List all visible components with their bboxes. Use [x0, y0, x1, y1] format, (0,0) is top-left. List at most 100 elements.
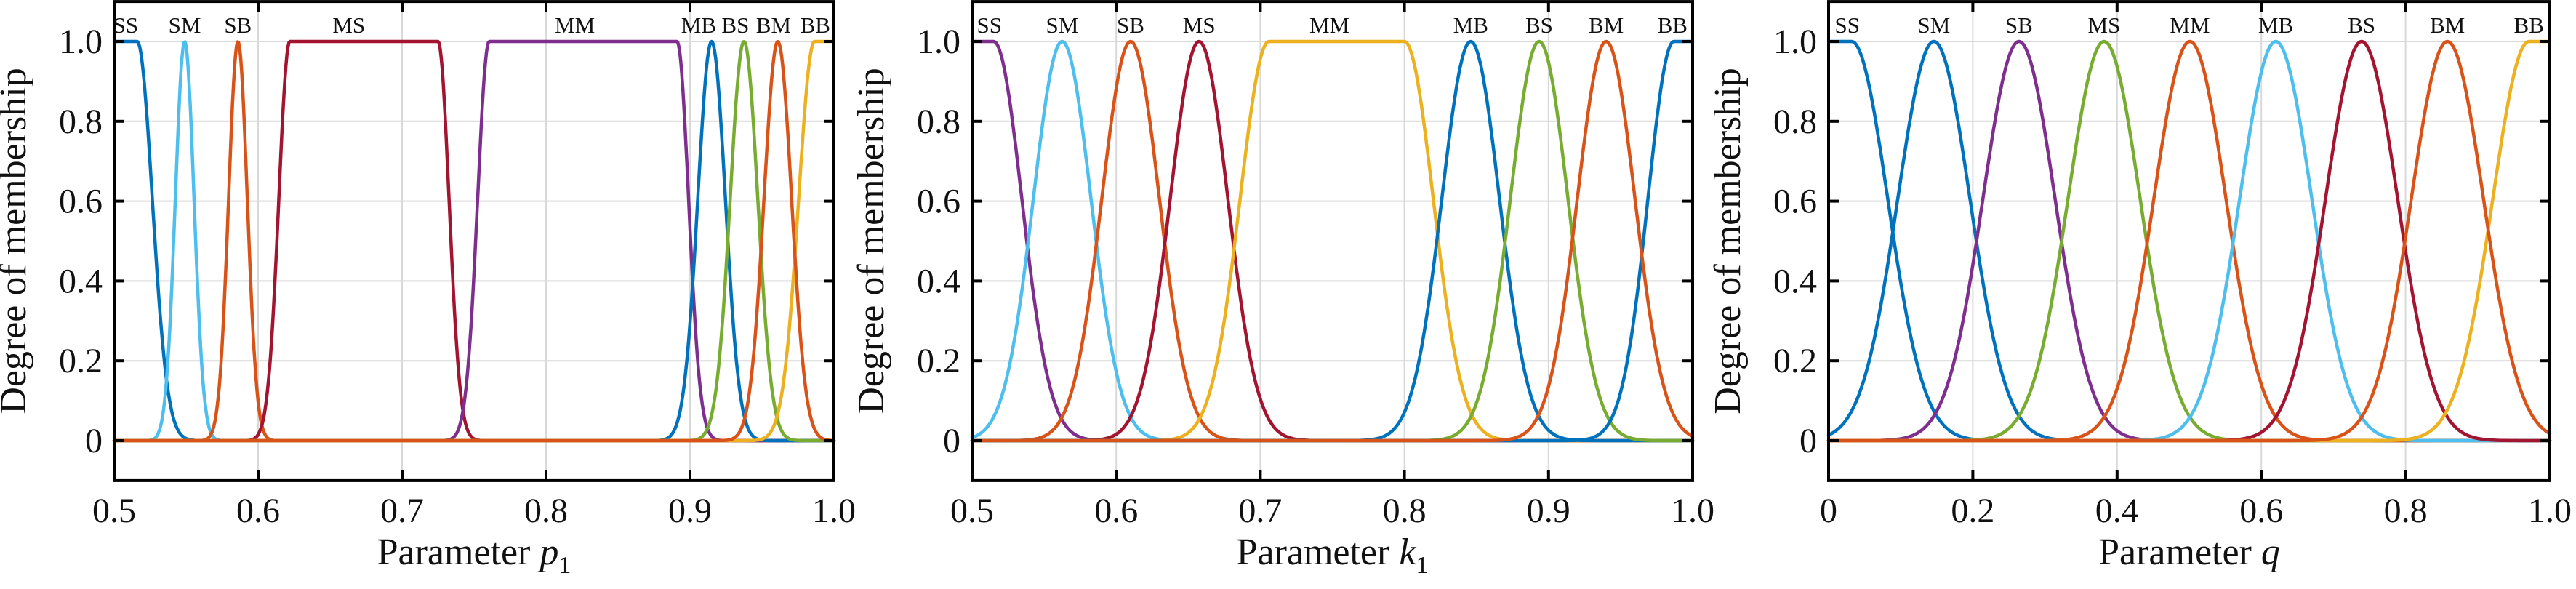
mf-label-SM: SM: [1046, 12, 1078, 38]
chart-q: 0 0.2 0.4 0.6 0.8 1.0 0 0.2 0.4 0.6 0.8 1.0 SS SM SB MS…: [1707, 0, 2572, 573]
mf-curve-BB: [1826, 39, 2552, 443]
tick-marks: [1827, 1, 2551, 481]
y-tick-label: 0.2: [59, 342, 103, 380]
x-tick-label: 0.9: [668, 492, 712, 530]
mf-label-SB: SB: [1117, 12, 1144, 38]
tick-marks: [113, 1, 835, 481]
x-axis-label-prefix: Parameter: [1237, 532, 1390, 573]
mf-curve-SM: [1826, 39, 2552, 443]
y-axis-label: Degree of membership: [0, 68, 34, 414]
mf-label-MM: MM: [1309, 12, 1349, 38]
mf-label-MM: MM: [555, 12, 595, 38]
axes-box: [113, 0, 835, 482]
x-axis-label-variable: p: [537, 532, 558, 573]
x-tick-label: 1.0: [2528, 492, 2572, 530]
mf-label-BS: BS: [1525, 12, 1553, 38]
x-tick-label: 0.8: [524, 492, 568, 530]
x-axis-label-prefix: Parameter: [377, 532, 531, 573]
axes-box: [971, 0, 1694, 482]
mf-label-MS: MS: [1183, 12, 1216, 38]
mf-label-BB: BB: [801, 12, 830, 38]
mf-curves: [1826, 39, 2552, 443]
x-tick-label: 0.2: [1951, 492, 1994, 530]
x-tick-label: 0.7: [1238, 492, 1282, 530]
mf-label-SM: SM: [169, 12, 201, 38]
y-tick-label: 0: [85, 422, 103, 460]
y-tick-label: 0.8: [59, 103, 103, 141]
mf-curve-MS: [1826, 39, 2552, 443]
axes-box: [1827, 0, 2551, 482]
chart-p1: 0.5 0.6 0.7 0.8 0.9 1.0 0 0.2 0.4 0.6 0.8 1.0 SS SM SB…: [0, 0, 856, 579]
mf-label-BS: BS: [2348, 12, 2375, 38]
mf-curve-BM: [970, 39, 1695, 443]
y-tick-label: 0.6: [59, 183, 103, 221]
x-tick-label: 0.4: [2095, 492, 2139, 530]
mf-curves: [112, 39, 836, 443]
mf-label-SB: SB: [2005, 12, 2033, 38]
y-tick-label: 0.6: [917, 183, 960, 221]
mf-label-SS: SS: [113, 12, 138, 38]
mf-label-MS: MS: [332, 12, 365, 38]
y-tick-label: 0.4: [917, 262, 960, 300]
x-tick-label: 0.9: [1527, 492, 1570, 530]
mf-curve-SS: [1826, 39, 2552, 443]
x-tick-label: 0.6: [236, 492, 280, 530]
grid: [971, 1, 1693, 481]
mf-label-BS: BS: [721, 12, 749, 38]
y-tick-label: 0.4: [1773, 262, 1817, 300]
mf-curve-BM: [1826, 39, 2552, 443]
mf-label-BB: BB: [1658, 12, 1688, 38]
mf-label-BM: BM: [2430, 12, 2465, 38]
y-tick-label: 0: [943, 422, 960, 460]
mf-label-BB: BB: [2514, 12, 2544, 38]
x-tick-label: 0.5: [950, 492, 994, 530]
mf-curve-BS: [1826, 39, 2552, 443]
mf-curve-MB: [1826, 39, 2552, 443]
x-tick-label: 0.6: [1094, 492, 1138, 530]
y-tick-label: 0.8: [917, 103, 960, 141]
x-tick-label: 1.0: [812, 492, 856, 530]
mf-label-SS: SS: [977, 12, 1002, 38]
y-tick-label: 1.0: [1773, 23, 1817, 61]
mf-curve-BM: [112, 39, 836, 443]
mf-label-MM: MM: [2170, 12, 2210, 38]
mf-label-BM: BM: [756, 12, 791, 38]
x-axis-label: Parameter k1: [1237, 532, 1429, 579]
mf-curve-SB: [1826, 39, 2552, 443]
chart-k1: 0.5 0.6 0.7 0.8 0.9 1.0 0 0.2 0.4 0.6 0.8 1.0 SS SM SB…: [851, 0, 1714, 579]
y-tick-label: 0.6: [1773, 183, 1817, 221]
x-axis-label-variable: k: [1399, 532, 1416, 573]
y-axis-label: Degree of membership: [851, 68, 892, 414]
mf-label-SS: SS: [1835, 12, 1860, 38]
mf-label-SB: SB: [224, 12, 252, 38]
x-tick-label: 0.6: [2239, 492, 2283, 530]
mf-curve-MM: [112, 39, 836, 443]
x-tick-label: 0: [1820, 492, 1837, 530]
mf-curve-MM: [1826, 39, 2552, 443]
y-tick-label: 1.0: [59, 23, 103, 61]
x-axis-label: Parameter q: [2098, 532, 2280, 573]
y-tick-label: 0: [1799, 422, 1817, 460]
x-axis-label-subscript: 1: [1416, 552, 1428, 579]
x-axis-label: Parameter p1: [377, 532, 571, 579]
mf-curves: [970, 39, 1695, 443]
x-tick-label: 0.8: [1383, 492, 1427, 530]
x-tick-label: 0.7: [380, 492, 424, 530]
y-tick-label: 0.4: [59, 262, 103, 300]
x-axis-label-variable: q: [2261, 532, 2280, 573]
mf-label-MB: MB: [1453, 12, 1488, 38]
mf-label-MB: MB: [2258, 12, 2293, 38]
mf-label-MB: MB: [681, 12, 716, 38]
x-tick-label: 0.5: [92, 492, 136, 530]
x-axis-label-subscript: 1: [558, 552, 571, 579]
tick-marks: [971, 1, 1694, 481]
mf-label-SM: SM: [1917, 12, 1950, 38]
y-tick-label: 0.2: [917, 342, 960, 380]
x-tick-label: 1.0: [1671, 492, 1714, 530]
y-axis-label: Degree of membership: [1707, 68, 1749, 414]
mf-label-BM: BM: [1589, 12, 1624, 38]
x-axis-label-prefix: Parameter: [2098, 532, 2252, 573]
x-tick-label: 0.8: [2384, 492, 2428, 530]
